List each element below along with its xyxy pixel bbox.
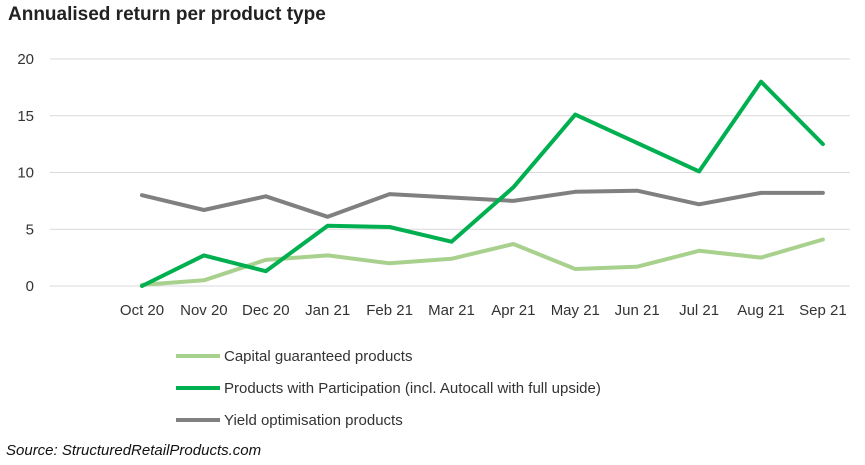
x-tick-label: Nov 20 — [180, 302, 228, 319]
legend-swatch — [176, 386, 220, 390]
source-note: Source: StructuredRetailProducts.com — [6, 442, 262, 459]
x-tick-label: Dec 20 — [242, 302, 290, 319]
x-tick-label: May 21 — [551, 302, 600, 319]
legend-label: Products with Participation (incl. Autoc… — [224, 379, 601, 397]
series-line — [140, 188, 825, 219]
x-tick-label: Sep 21 — [799, 302, 847, 319]
legend-label: Yield optimisation products — [224, 411, 403, 429]
legend-item-capital-guaranteed: Capital guaranteed products — [176, 340, 601, 372]
x-tick-label: Jun 21 — [615, 302, 660, 319]
series-line — [140, 79, 825, 288]
x-tick-label: Apr 21 — [491, 302, 535, 319]
y-tick-label: 20 — [17, 51, 34, 68]
x-tick-label: Jan 21 — [305, 302, 350, 319]
legend-swatch — [176, 418, 220, 422]
line-chart: 0 5 10 15 20 Oct 20 Nov 20 Dec 20 Jan 21 Feb 21 M… — [17, 51, 850, 319]
legend-label: Capital guaranteed products — [224, 347, 413, 365]
y-tick-label: 15 — [17, 108, 34, 125]
x-tick-label: Aug 21 — [737, 302, 785, 319]
legend-item-yield-optimisation: Yield optimisation products — [176, 404, 601, 436]
y-tick-label: 0 — [26, 278, 34, 295]
series-line — [140, 237, 825, 287]
chart-legend: Capital guaranteed products Products wit… — [176, 340, 601, 436]
x-tick-label: Oct 20 — [120, 302, 164, 319]
x-tick-label: Mar 21 — [428, 302, 475, 319]
chart-title: Annualised return per product type — [8, 4, 326, 25]
legend-swatch — [176, 354, 220, 358]
x-tick-label: Feb 21 — [366, 302, 413, 319]
x-tick-label: Jul 21 — [679, 302, 719, 319]
legend-item-participation: Products with Participation (incl. Autoc… — [176, 372, 601, 404]
y-tick-label: 10 — [17, 165, 34, 182]
y-tick-label: 5 — [26, 221, 34, 238]
